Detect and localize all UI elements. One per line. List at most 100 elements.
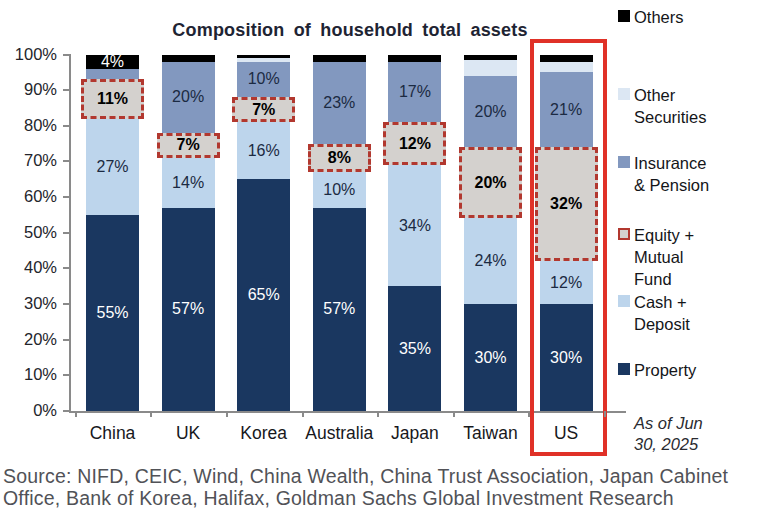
- bar-value-label: 16%: [248, 142, 280, 160]
- bar-segment-equity-mutual-fund-us: 32%: [535, 147, 598, 261]
- bar-value-label: 32%: [550, 195, 582, 213]
- bar-value-label: 12%: [550, 274, 582, 292]
- legend-item-equity-mutual-fund: Equity +MutualFund: [618, 224, 748, 290]
- x-tick-mark: [302, 411, 304, 417]
- bar-value-label: 11%: [97, 90, 128, 108]
- bar-segment-insurance-pension-korea: 10%: [237, 62, 290, 98]
- bar-segment-property-us: 30%: [540, 304, 593, 411]
- bar-value-label: 24%: [474, 252, 506, 270]
- bar-value-label: 10%: [323, 181, 355, 199]
- category-label-us: US: [521, 423, 611, 444]
- bar-segment-property-taiwan: 30%: [464, 304, 517, 411]
- y-tick-mark: [63, 160, 70, 162]
- bar-value-label: 10%: [248, 70, 280, 88]
- bar-value-label: 20%: [474, 174, 506, 192]
- bar-segment-others-korea: [237, 55, 290, 59]
- y-tick-label: 10%: [0, 365, 57, 384]
- y-tick-label: 50%: [0, 223, 57, 242]
- legend-item-others: Others: [618, 6, 748, 28]
- legend-item-cash-deposit: Cash +Deposit: [618, 291, 748, 335]
- y-tick-label: 40%: [0, 258, 57, 277]
- bar-value-label: 20%: [172, 88, 204, 106]
- chart-canvas: Composition of household total assets As…: [0, 0, 757, 511]
- bar-segment-cash-deposit-australia: 10%: [313, 172, 366, 208]
- bar-segment-other-securities-us: [540, 62, 593, 73]
- bar-segment-equity-mutual-fund-china: 11%: [81, 79, 144, 118]
- bar-value-label: 35%: [399, 340, 431, 358]
- legend-label: Equity +MutualFund: [634, 224, 748, 290]
- bar-segment-cash-deposit-taiwan: 24%: [464, 218, 517, 304]
- bar-value-label: 4%: [101, 53, 124, 71]
- y-tick-label: 60%: [0, 187, 57, 206]
- bar-segment-other-securities-taiwan: [464, 60, 517, 76]
- bar-segment-equity-mutual-fund-japan: 12%: [383, 122, 446, 165]
- bar-value-label: 57%: [172, 300, 204, 318]
- legend-item-property: Property: [618, 359, 748, 381]
- y-tick-label: 20%: [0, 330, 57, 349]
- bar-value-label: 57%: [323, 300, 355, 318]
- bar-segment-others-china: 4%: [86, 55, 139, 69]
- y-tick-mark: [63, 267, 70, 269]
- bar-value-label: 65%: [248, 286, 280, 304]
- y-tick-mark: [63, 339, 70, 341]
- y-tick-label: 80%: [0, 116, 57, 135]
- x-tick-mark: [377, 411, 379, 417]
- bar-segment-cash-deposit-korea: 16%: [237, 122, 290, 179]
- bar-value-label: 14%: [172, 174, 204, 192]
- x-tick-mark: [453, 411, 455, 417]
- bar-segment-cash-deposit-us: 12%: [540, 261, 593, 304]
- y-tick-mark: [63, 232, 70, 234]
- bar-segment-cash-deposit-uk: 14%: [162, 158, 215, 208]
- bar-segment-equity-mutual-fund-taiwan: 20%: [459, 147, 522, 218]
- bar-segment-equity-mutual-fund-korea: 7%: [232, 97, 295, 122]
- y-tick-label: 100%: [0, 45, 57, 64]
- y-tick-label: 70%: [0, 151, 57, 170]
- chart-title: Composition of household total assets: [40, 20, 660, 41]
- x-tick-mark: [150, 411, 152, 417]
- bar-value-label: 55%: [96, 304, 128, 322]
- cash-deposit-legend-swatch-icon: [618, 295, 630, 307]
- legend-label: Property: [634, 359, 748, 381]
- bar-segment-property-china: 55%: [86, 215, 139, 411]
- bar-segment-equity-mutual-fund-australia: 8%: [308, 144, 371, 173]
- x-tick-mark: [528, 411, 530, 417]
- legend-label: Insurance& Pension: [634, 152, 748, 196]
- bar-value-label: 27%: [96, 158, 128, 176]
- y-tick-mark: [63, 410, 70, 412]
- bar-value-label: 8%: [328, 149, 351, 167]
- bar-value-label: 12%: [399, 135, 431, 153]
- source-note: Source: NIFD, CEIC, Wind, China Wealth, …: [3, 465, 757, 509]
- bar-value-label: 34%: [399, 217, 431, 235]
- x-tick-mark: [604, 411, 606, 417]
- legend-item-insurance-pension: Insurance& Pension: [618, 152, 748, 196]
- bar-segment-insurance-pension-us: 21%: [540, 72, 593, 147]
- bar-segment-others-taiwan: [464, 55, 517, 60]
- bar-value-label: 23%: [323, 94, 355, 112]
- legend-label: Cash +Deposit: [634, 291, 748, 335]
- x-tick-mark: [226, 411, 228, 417]
- bar-segment-others-australia: [313, 55, 366, 62]
- bar-segment-others-japan: [388, 55, 441, 62]
- bar-segment-insurance-pension-australia: 23%: [313, 62, 366, 144]
- bar-segment-property-korea: 65%: [237, 179, 290, 411]
- bar-segment-equity-mutual-fund-uk: 7%: [157, 133, 220, 158]
- bar-value-label: 30%: [474, 349, 506, 367]
- bar-value-label: 7%: [177, 136, 200, 154]
- bar-segment-insurance-pension-uk: 20%: [162, 62, 215, 133]
- other-securities-legend-swatch-icon: [618, 88, 630, 100]
- bar-segment-insurance-pension-japan: 17%: [388, 62, 441, 123]
- as-of-note: As of Jun30, 2025: [634, 413, 734, 455]
- x-tick-mark: [75, 411, 77, 417]
- bar-segment-property-australia: 57%: [313, 208, 366, 411]
- y-tick-label: 90%: [0, 80, 57, 99]
- y-tick-mark: [63, 196, 70, 198]
- bar-segment-cash-deposit-japan: 34%: [388, 165, 441, 286]
- bar-segment-property-uk: 57%: [162, 208, 215, 411]
- legend-label: Others: [634, 6, 748, 28]
- bar-segment-property-japan: 35%: [388, 286, 441, 411]
- property-legend-swatch-icon: [618, 363, 630, 375]
- y-tick-mark: [63, 303, 70, 305]
- bar-value-label: 30%: [550, 349, 582, 367]
- bar-value-label: 20%: [474, 103, 506, 121]
- y-tick-label: 30%: [0, 294, 57, 313]
